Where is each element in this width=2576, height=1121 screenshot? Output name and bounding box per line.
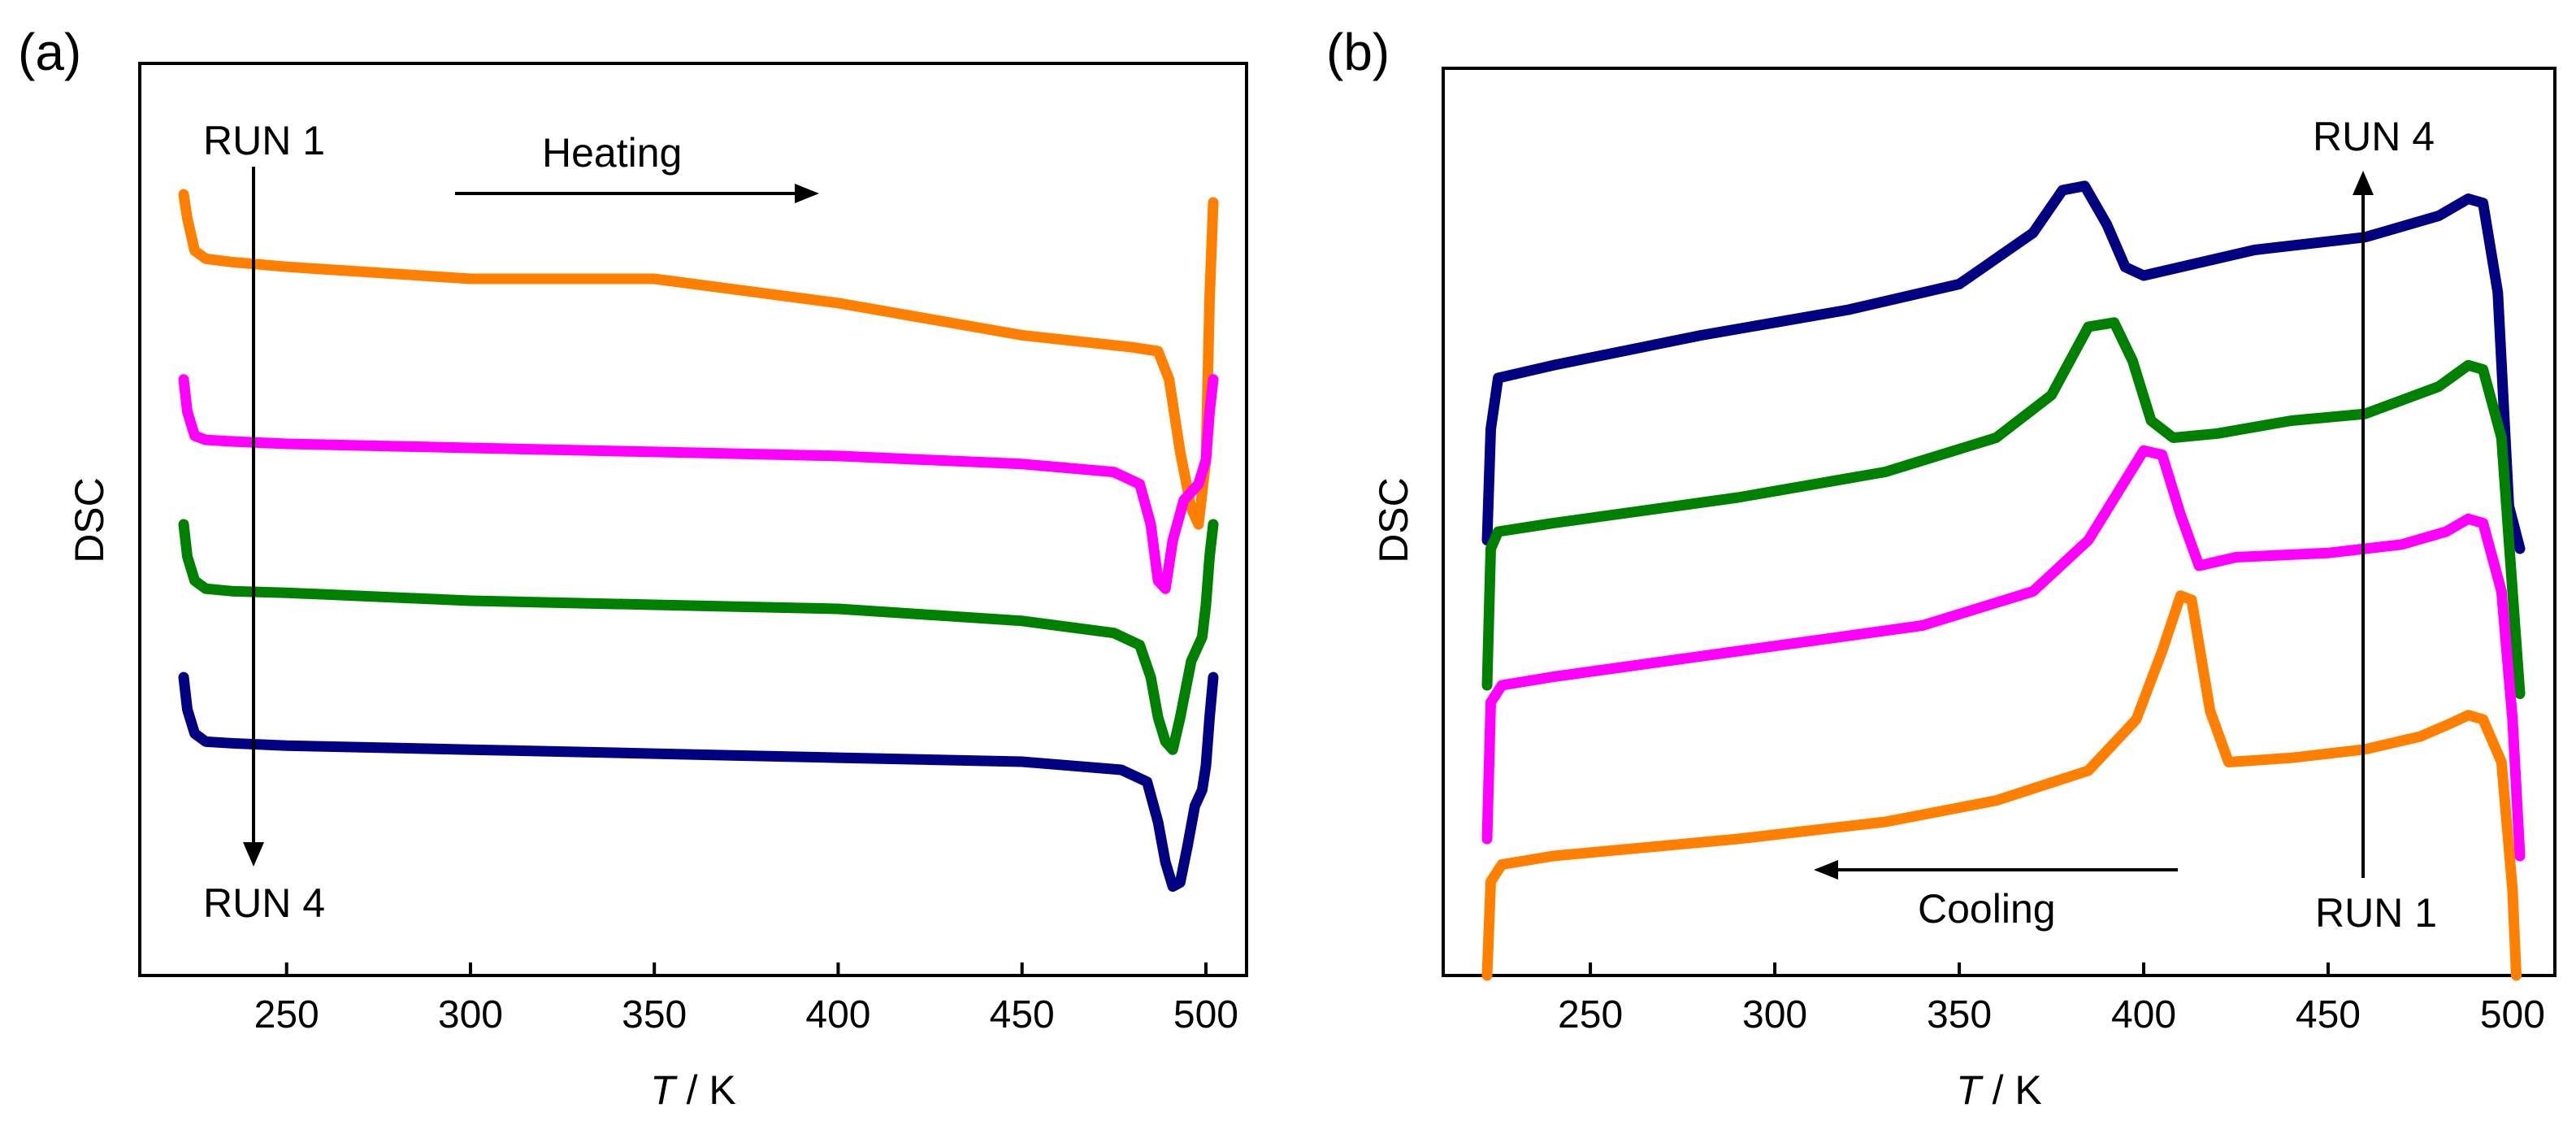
panel-b-series-run-1 bbox=[1481, 590, 2522, 981]
panel-a-x-ticks: 250 300 350 400 450 500 bbox=[254, 962, 1238, 1036]
panel-b-series-run-2 bbox=[1481, 445, 2526, 862]
panel-b-x-label: T / K bbox=[1956, 1067, 2042, 1113]
panel-a-series-run-3 bbox=[178, 519, 1219, 755]
panel-a-x-tick-label: 400 bbox=[805, 993, 870, 1036]
panel-a-frame bbox=[138, 62, 1248, 977]
panel-a-series-run-2 bbox=[178, 374, 1219, 594]
panel-b-direction-label: Cooling bbox=[1918, 886, 2056, 932]
panel-a-x-tick-label: 500 bbox=[1173, 993, 1238, 1036]
panel-a-direction-arrowhead bbox=[795, 184, 819, 203]
panel-b-series-run-3 bbox=[1481, 317, 2526, 699]
panel-b-run-bottom-label: RUN 1 bbox=[2315, 890, 2437, 936]
panel-b-frame bbox=[1442, 67, 2556, 977]
panel-a-run-arrowhead bbox=[243, 842, 264, 867]
panel-b-y-label: DSC bbox=[1371, 477, 1416, 563]
panel-b-series bbox=[1481, 180, 2526, 981]
panel-a-letter: (a) bbox=[18, 23, 81, 81]
panel-b-x-tick-label: 250 bbox=[1558, 993, 1623, 1036]
panel-a-x-label: T / K bbox=[650, 1067, 736, 1113]
panel-b-x-ticks: 250 300 350 400 450 500 bbox=[1558, 962, 2545, 1036]
panel-a-x-tick-label: 450 bbox=[990, 993, 1055, 1036]
panel-b: (b) 250 300 350 400 450 500 DSC T / K RUN 4 R… bbox=[1326, 23, 2556, 1113]
panel-b-letter: (b) bbox=[1326, 23, 1390, 81]
panel-b-direction-arrowhead bbox=[1814, 860, 1838, 880]
panel-a-direction-label: Heating bbox=[542, 130, 682, 176]
panel-a-run-bottom-label: RUN 4 bbox=[203, 880, 325, 926]
panel-b-x-tick-label: 450 bbox=[2296, 993, 2361, 1036]
panel-a-x-tick-label: 350 bbox=[622, 993, 687, 1036]
panel-a-x-tick-label: 250 bbox=[254, 993, 319, 1036]
panel-b-x-tick-label: 500 bbox=[2480, 993, 2545, 1036]
panel-a-y-label: DSC bbox=[67, 477, 112, 563]
panel-a-series bbox=[178, 189, 1219, 892]
panel-a-series-run-4 bbox=[178, 671, 1219, 892]
panel-b-run-arrowhead bbox=[2353, 171, 2374, 195]
panel-b-x-tick-label: 400 bbox=[2111, 993, 2176, 1036]
panel-a-run-top-label: RUN 1 bbox=[203, 118, 325, 163]
panel-a-x-tick-label: 300 bbox=[438, 993, 503, 1036]
panel-a: (a) 250 300 350 400 450 500 DSC T / K RUN 1 R… bbox=[18, 23, 1248, 1113]
panel-b-x-tick-label: 350 bbox=[1927, 993, 1992, 1036]
panel-b-x-tick-label: 300 bbox=[1742, 993, 1807, 1036]
panel-a-series-run-1 bbox=[178, 189, 1219, 530]
panel-b-series-run-4 bbox=[1481, 180, 2526, 554]
panel-b-run-top-label: RUN 4 bbox=[2313, 114, 2435, 159]
